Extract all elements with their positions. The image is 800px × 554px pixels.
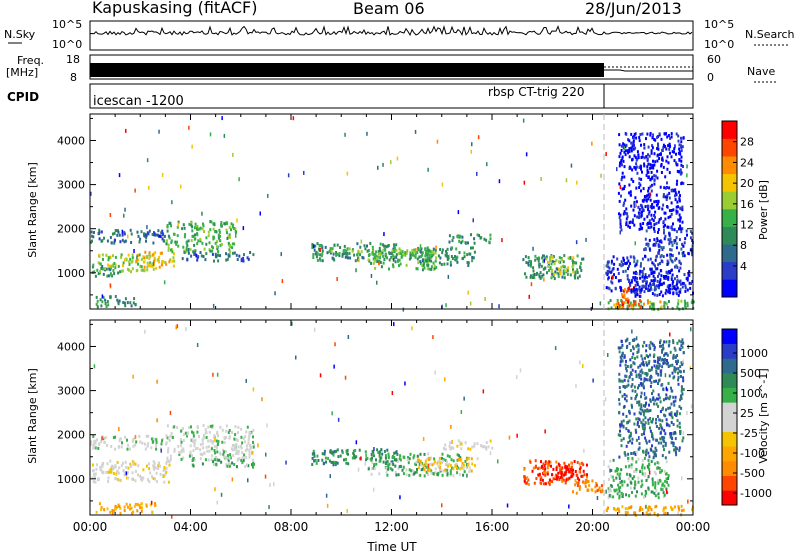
noise-right-label: N.Search [745, 28, 795, 41]
velocity-colorbar: 1000 500 100 25 -25 -100 -500 -1000 [721, 328, 772, 506]
colorbar-tick-label: 8 [740, 239, 747, 252]
noise-right-tick-top: 10^5 [704, 18, 734, 31]
p0-ytick-label: 3000 [57, 179, 85, 192]
colorbar-swatch [722, 417, 737, 432]
colorbar-swatch [722, 343, 737, 359]
colorbar-swatch [722, 402, 737, 418]
time-xtick-label: 04:00 [173, 520, 208, 534]
colorbar-swatch [722, 373, 737, 388]
colorbar-tick-label: 4 [740, 260, 747, 273]
colorbar-tick-label: 100 [740, 387, 761, 400]
colorbar-tick-label: 12 [740, 219, 754, 232]
colorbar-swatch [722, 261, 737, 280]
noise-left-label: N.Sky [4, 28, 36, 41]
noise-left-tick-bottom: 10^0 [52, 38, 82, 51]
time-xtick-label: 12:00 [374, 520, 409, 534]
velocity-panel: 1000 2000 3000 4000 00:00 04:00 08:00 12:00 16:0… [26, 319, 772, 554]
cpid-program-1: icescan -1200 [93, 94, 184, 109]
frequency-panel: Freq. [MHz] 18 8 60 0 Nave [6, 53, 776, 84]
p0-ytick-label: 2000 [57, 223, 85, 236]
colorbar-swatch [722, 138, 737, 157]
noise-panel: N.Sky 10^5 10^0 10^5 10^0 N.Search [4, 18, 795, 51]
colorbar-tick-label: -100 [740, 447, 765, 460]
colorbar-tick-label: 25 [740, 407, 754, 420]
power-colorbar: 28 24 20 16 12 8 4 [721, 120, 754, 298]
time-xtick-label: 16:00 [475, 520, 510, 534]
p1-ytick-label: 2000 [57, 429, 85, 442]
colorbar-tick-label: 20 [740, 177, 754, 190]
freq-unit-label: [MHz] [6, 66, 38, 79]
noise-right-tick-bottom: 10^0 [704, 38, 734, 51]
colorbar-swatch [722, 156, 737, 175]
colorbar-swatch [722, 329, 737, 344]
velocity-scatter [90, 321, 694, 519]
colorbar-swatch [722, 387, 737, 403]
time-xtick-label: 00:00 [676, 520, 711, 534]
beam-title: Beam 06 [353, 0, 425, 18]
time-xlabel: Time UT [366, 540, 417, 554]
colorbar-swatch [722, 191, 737, 210]
time-xtick-label: 00:00 [73, 520, 108, 534]
nave-label: Nave [747, 65, 775, 78]
power-scatter [90, 116, 695, 312]
date-title: 28/Jun/2013 [585, 0, 682, 18]
colorbar-tick-label: 16 [740, 198, 754, 211]
noise-trace [89, 24, 693, 37]
colorbar-swatch [722, 121, 737, 139]
p1-ytick-label: 4000 [57, 340, 85, 353]
time-xtick-label: 08:00 [274, 520, 309, 534]
colorbar-swatch [722, 446, 737, 462]
cpid-program-2: rbsp CT-trig 220 [488, 85, 584, 99]
freq-tick-top: 18 [66, 53, 80, 66]
p0-ytick-label: 4000 [57, 134, 85, 147]
colorbar-tick-label: 28 [740, 136, 754, 149]
colorbar-swatch [722, 244, 737, 263]
colorbar-tick-label: -1000 [740, 487, 772, 500]
colorbar-tick-label: -500 [740, 467, 765, 480]
colorbar-swatch [722, 358, 737, 374]
colorbar-swatch [722, 279, 737, 298]
p1-ytick-label: 1000 [57, 473, 85, 486]
cpid-label: CPID [7, 90, 39, 104]
colorbar-swatch [722, 209, 737, 227]
noise-left-tick-top: 10^5 [52, 18, 82, 31]
power-panel: 1000 2000 3000 4000 Slant Range [km] 28 24 20… [26, 113, 770, 312]
freq-label: Freq. [17, 54, 44, 67]
colorbar-swatch [722, 431, 737, 447]
velocity-ylabel: Slant Range [km] [26, 368, 39, 464]
colorbar-tick-label: 1000 [740, 347, 768, 360]
velocity-colorbar-label: Velocity [m s^-1] [757, 368, 770, 463]
frequency-band [90, 63, 604, 77]
colorbar-swatch [722, 490, 737, 506]
p0-ytick-label: 1000 [57, 267, 85, 280]
cpid-panel: CPID icescan -1200 rbsp CT-trig 220 [7, 83, 694, 109]
p1-ytick-label: 3000 [57, 385, 85, 398]
colorbar-tick-label: -25 [740, 427, 758, 440]
nave-tick-top: 60 [707, 53, 721, 66]
colorbar-swatch [722, 173, 737, 192]
power-colorbar-label: Power [dB] [757, 180, 770, 240]
nave-tick-bottom: 0 [707, 71, 714, 84]
colorbar-swatch [722, 461, 737, 476]
colorbar-tick-label: 500 [740, 367, 761, 380]
power-ylabel: Slant Range [km] [26, 162, 39, 258]
colorbar-swatch [722, 226, 737, 245]
freq-tick-bottom: 8 [70, 71, 77, 84]
colorbar-swatch [722, 475, 737, 491]
colorbar-tick-label: 24 [740, 156, 754, 169]
time-xtick-label: 20:00 [575, 520, 610, 534]
station-title: Kapuskasing (fitACF) [92, 0, 257, 17]
